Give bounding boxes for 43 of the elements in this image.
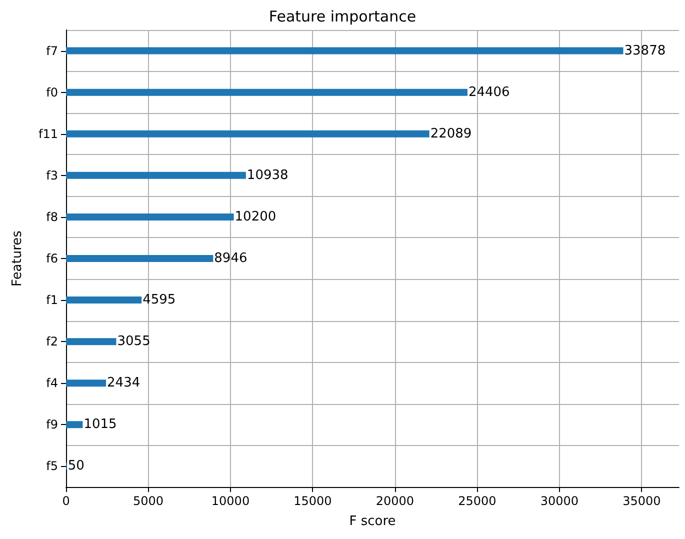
y-tick-label: f11 — [38, 126, 58, 141]
bar — [66, 172, 246, 179]
y-tick-label: f9 — [46, 418, 58, 432]
bar — [66, 338, 116, 346]
bar — [66, 255, 214, 262]
bar — [66, 130, 430, 138]
x-tick-label: 35000 — [622, 494, 661, 508]
x-axis-title: F score — [349, 514, 396, 529]
y-tick-label: f0 — [46, 85, 58, 100]
bar — [66, 213, 234, 220]
data-label: 4595 — [142, 292, 176, 308]
bar — [66, 421, 83, 428]
x-tick-label: 30000 — [540, 494, 579, 508]
data-label: 10200 — [234, 209, 276, 224]
x-tick-label: 10000 — [211, 494, 250, 508]
data-label: 3055 — [117, 334, 150, 350]
y-axis-title: Features — [10, 230, 25, 286]
x-tick-label: 0 — [62, 494, 70, 508]
y-tick-label: f7 — [46, 44, 58, 58]
y-tick-label: f5 — [46, 459, 58, 474]
data-label: 2434 — [107, 376, 140, 391]
x-tick-label: 5000 — [132, 494, 164, 508]
data-label: 33878 — [624, 43, 666, 58]
bar — [66, 88, 468, 96]
x-tick-label: 25000 — [458, 494, 496, 508]
data-label: 24406 — [468, 84, 510, 100]
data-label: 50 — [68, 458, 84, 474]
data-label: 8946 — [214, 251, 248, 266]
bar — [66, 47, 624, 54]
x-tick-label: 15000 — [294, 494, 332, 508]
y-tick-label: f1 — [46, 293, 58, 308]
bar — [66, 380, 106, 387]
y-tick-label: f4 — [46, 376, 58, 390]
y-tick-label: f3 — [46, 168, 58, 182]
data-label: 10938 — [246, 168, 288, 183]
data-label: 22089 — [430, 126, 472, 142]
data-label: 1015 — [84, 417, 117, 432]
chart-title: Feature importance — [268, 8, 416, 26]
bar — [66, 296, 142, 304]
y-tick-label: f6 — [46, 252, 58, 266]
y-tick-label: f8 — [46, 210, 58, 224]
x-tick-label: 20000 — [376, 494, 414, 508]
y-tick-label: f2 — [46, 334, 58, 349]
